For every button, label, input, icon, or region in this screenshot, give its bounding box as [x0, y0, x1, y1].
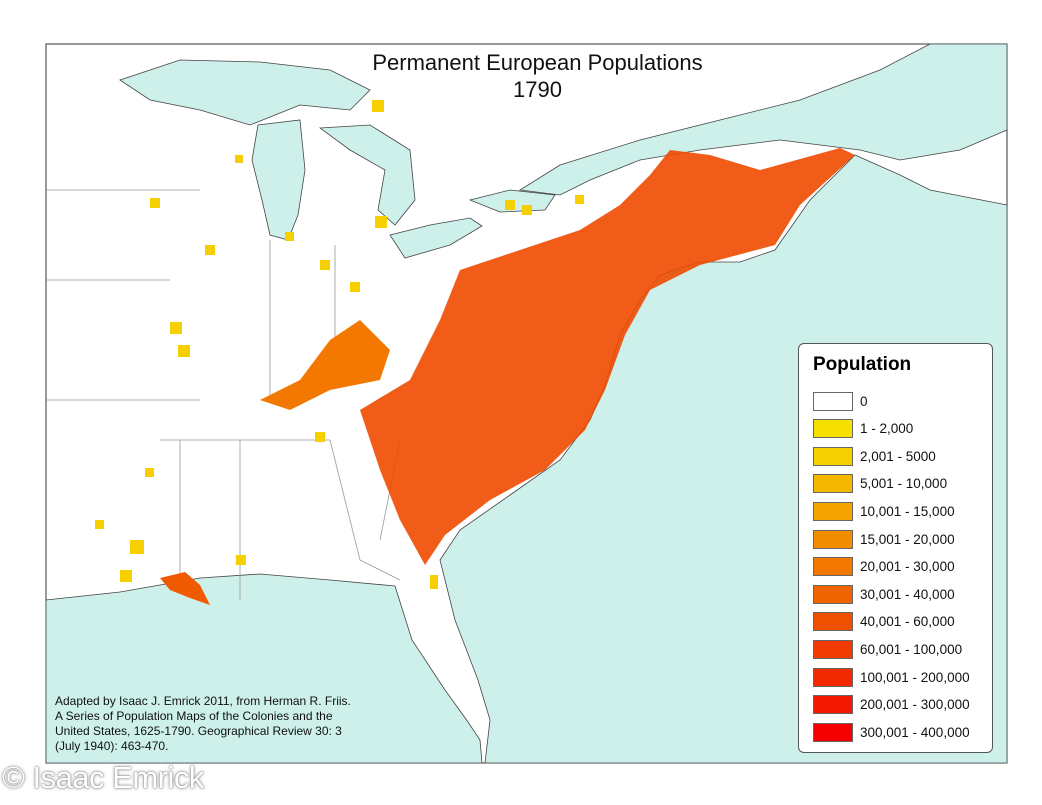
- population-kentucky: [260, 320, 390, 410]
- legend-label: 20,001 - 30,000: [860, 559, 955, 575]
- credit-line: Adapted by Isaac J. Emrick 2011, from He…: [55, 694, 351, 708]
- credit-line: A Series of Population Maps of the Colon…: [55, 709, 333, 723]
- legend-item: 15,001 - 20,000: [813, 529, 955, 549]
- legend-swatch: [813, 667, 853, 687]
- legend-label: 0: [860, 393, 868, 409]
- lake-superior: [119, 59, 371, 126]
- legend-label: 5,001 - 10,000: [860, 476, 948, 492]
- legend: Population 0 1 - 2,000 2,001 - 5000 5,001 -…: [798, 343, 993, 753]
- map-subtitle-year: 1790: [513, 77, 562, 102]
- legend-label: 30,001 - 40,000: [860, 586, 955, 602]
- legend-label: 1 - 2,000: [860, 421, 914, 437]
- lake-erie: [389, 217, 483, 259]
- legend-swatch: [813, 474, 853, 494]
- legend-item: 40,001 - 60,000: [813, 612, 955, 632]
- legend-swatch: [813, 639, 853, 659]
- legend-swatch: [813, 695, 853, 715]
- legend-label: 2,001 - 5000: [860, 448, 936, 464]
- population-scattered-settlements: [95, 100, 584, 589]
- legend-label: 15,001 - 20,000: [860, 531, 955, 547]
- credit-line: United States, 1625-1790. Geographical R…: [55, 724, 342, 738]
- legend-swatch: [813, 529, 853, 549]
- legend-swatch: [813, 557, 853, 577]
- gulf-of-st-lawrence: [518, 43, 1008, 196]
- population-new-orleans: [160, 572, 210, 605]
- legend-swatch: [813, 446, 853, 466]
- legend-item: 30,001 - 40,000: [813, 584, 955, 604]
- legend-item: 5,001 - 10,000: [813, 474, 947, 494]
- legend-item: 200,001 - 300,000: [813, 695, 970, 715]
- legend-swatch: [813, 391, 853, 411]
- state-borders: [46, 189, 401, 600]
- legend-item: 300,001 - 400,000: [813, 722, 970, 742]
- legend-swatch: [813, 584, 853, 604]
- legend-item: 20,001 - 30,000: [813, 557, 955, 577]
- legend-title: Population: [813, 354, 912, 375]
- legend-item: 1 - 2,000: [813, 419, 913, 439]
- legend-item: 100,001 - 200,000: [813, 667, 970, 687]
- population-settled-area: [360, 148, 855, 565]
- legend-label: 100,001 - 200,000: [860, 669, 970, 685]
- legend-item: 60,001 - 100,000: [813, 639, 962, 659]
- legend-label: 300,001 - 400,000: [860, 724, 970, 740]
- credit-line: (July 1940): 463-470.: [55, 739, 169, 753]
- legend-swatch: [813, 722, 853, 742]
- legend-item: 0: [813, 391, 868, 411]
- legend-label: 10,001 - 15,000: [860, 503, 955, 519]
- legend-item: 10,001 - 15,000: [813, 501, 955, 521]
- lake-huron: [318, 124, 416, 226]
- legend-label: 200,001 - 300,000: [860, 697, 970, 713]
- legend-label: 60,001 - 100,000: [860, 641, 963, 657]
- map-title: Permanent European Populations: [372, 50, 703, 75]
- legend-swatch: [813, 501, 853, 521]
- watermark: © Isaac Emrick: [2, 760, 204, 795]
- legend-label: 40,001 - 60,000: [860, 614, 955, 630]
- legend-item: 2,001 - 5000: [813, 446, 936, 466]
- source-credit: Adapted by Isaac J. Emrick 2011, from He…: [55, 694, 395, 754]
- legend-swatch: [813, 612, 853, 632]
- legend-swatch: [813, 419, 853, 439]
